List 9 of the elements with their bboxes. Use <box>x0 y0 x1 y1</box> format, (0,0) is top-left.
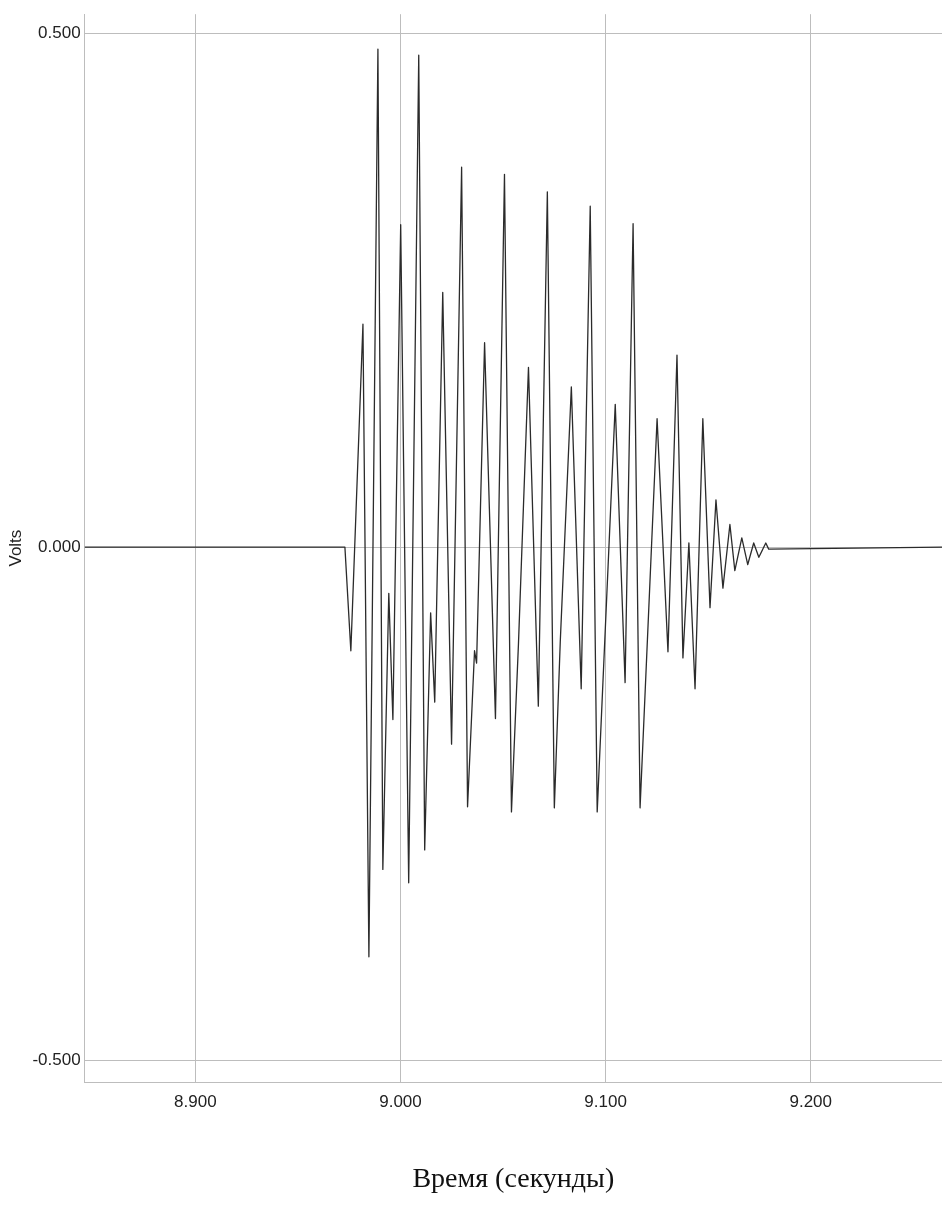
x-tick-label: 9.100 <box>584 1091 627 1111</box>
x-axis-title: Время (секунды) <box>412 1161 615 1193</box>
y-tick-label: -0.500 <box>32 1050 81 1070</box>
x-tick-label: 9.000 <box>379 1091 422 1111</box>
x-tick-label: 9.200 <box>789 1091 832 1111</box>
y-axis-title: Volts <box>5 529 25 567</box>
x-tick-label: 8.900 <box>174 1091 217 1111</box>
y-tick-label: 0.000 <box>38 536 81 556</box>
y-tick-label: 0.500 <box>38 23 81 43</box>
